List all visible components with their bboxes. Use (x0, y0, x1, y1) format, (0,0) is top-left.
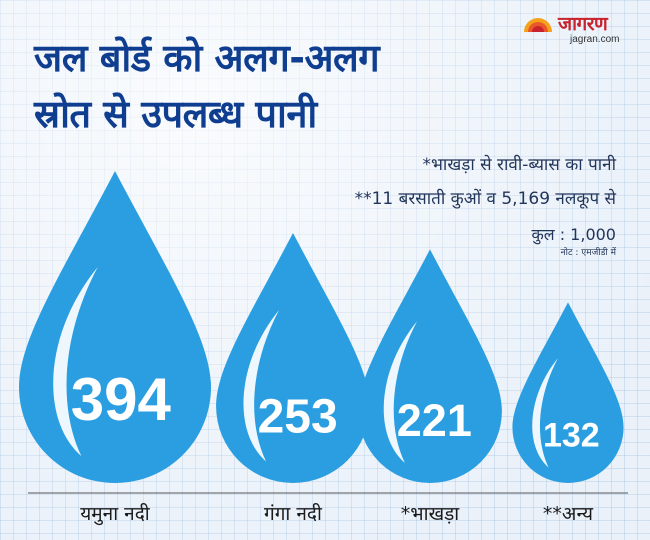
sunrise-logo-icon (524, 18, 552, 32)
drop-highlight-bhakra (383, 321, 418, 463)
page-title: जल बोर्ड को अलग-अलग स्रोत से उपलब्ध पानी (34, 30, 504, 142)
value-label-yamuna: 394 (71, 366, 172, 433)
drop-shape-yamuna (19, 171, 211, 483)
total-label: कुल : 1,000 (531, 225, 616, 244)
note-others: **11 बरसाती कुओं व 5,169 नलकूप से (354, 189, 616, 209)
value-label-bhakra: 221 (397, 395, 472, 446)
drop-highlight-yamuna (53, 267, 98, 457)
notes-block: *भाखड़ा से रावी-ब्यास का पानी **11 बरसात… (355, 148, 616, 260)
drop-yamuna: 394 यमुना नदी (19, 171, 211, 526)
drop-shape-bhakra (358, 249, 502, 483)
category-label-ganga: गंगा नदी (264, 502, 323, 525)
drop-shape-ganga (216, 232, 370, 483)
drop-highlight-anya (532, 357, 558, 468)
logo-name: जागरण (558, 13, 608, 35)
value-label-ganga: 253 (258, 391, 338, 444)
drop-highlight-ganga (243, 309, 280, 462)
category-label-anya: **अन्य (543, 503, 594, 525)
logo-site: jagran.com (570, 34, 620, 45)
drop-anya: 132 **अन्य (512, 302, 624, 525)
drop-ganga: 253 गंगा नदी (216, 232, 370, 525)
jagran-logo: जागरण jagran.com (520, 8, 640, 50)
category-label-yamuna: यमुना नदी (80, 502, 151, 526)
drop-bhakra: 221 *भाखड़ा (358, 249, 502, 525)
value-label-anya: 132 (543, 416, 600, 454)
category-label-bhakra: *भाखड़ा (401, 503, 460, 525)
drop-shape-anya (512, 302, 624, 483)
title-line-1: जल बोर्ड को अलग-अलग (34, 36, 380, 80)
unit-note: नोट : एमजीडी में (560, 248, 616, 258)
title-line-2: स्रोत से उपलब्ध पानी (34, 92, 317, 136)
note-bhakra: *भाखड़ा से रावी-ब्यास का पानी (422, 155, 616, 175)
